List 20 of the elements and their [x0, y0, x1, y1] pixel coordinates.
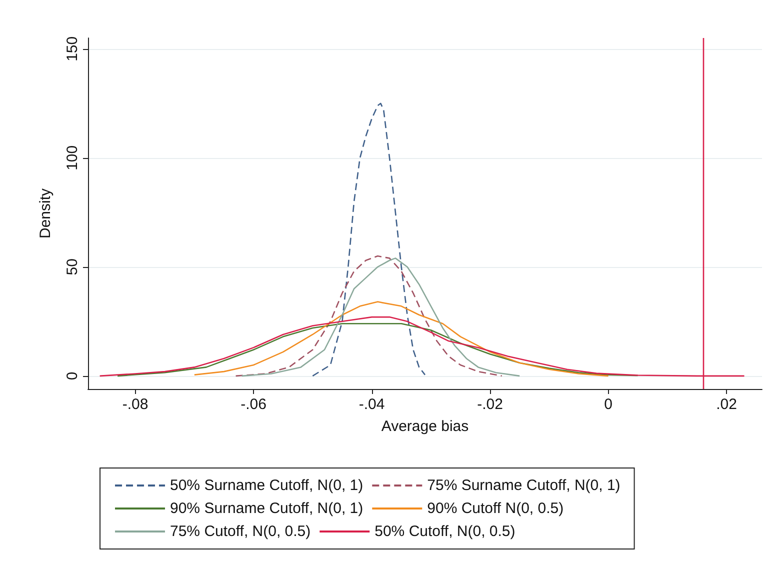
y-tick-label: 100 [64, 145, 81, 170]
legend-label: 75% Cutoff, N(0, 0.5) [170, 523, 311, 540]
legend-label: 50% Surname Cutoff, N(0, 1) [170, 477, 364, 494]
line-series [194, 301, 609, 377]
legend-label: 75% Surname Cutoff, N(0, 1) [427, 477, 620, 494]
x-tick-label: -.02 [477, 396, 503, 413]
x-tick-label: .02 [716, 396, 737, 413]
legend-label: 90% Cutoff N(0, 0.5) [427, 500, 564, 517]
y-tick-label: 150 [64, 36, 81, 62]
x-axis-title: Average bias [381, 418, 469, 435]
legend-label: 50% Cutoff, N(0, 0.5) [374, 523, 516, 540]
line-series [312, 102, 426, 377]
x-tick-label: -.04 [358, 396, 385, 413]
y-tick-label: 0 [64, 372, 81, 380]
y-axis-title: Density [37, 188, 54, 239]
x-tick-label: -.06 [240, 396, 266, 413]
x-tick-label: 0 [604, 396, 612, 413]
legend-label: 90% Surname Cutoff, N(0, 1) [170, 500, 364, 517]
x-tick-label: -.08 [122, 396, 148, 413]
y-tick-label: 50 [64, 258, 81, 276]
